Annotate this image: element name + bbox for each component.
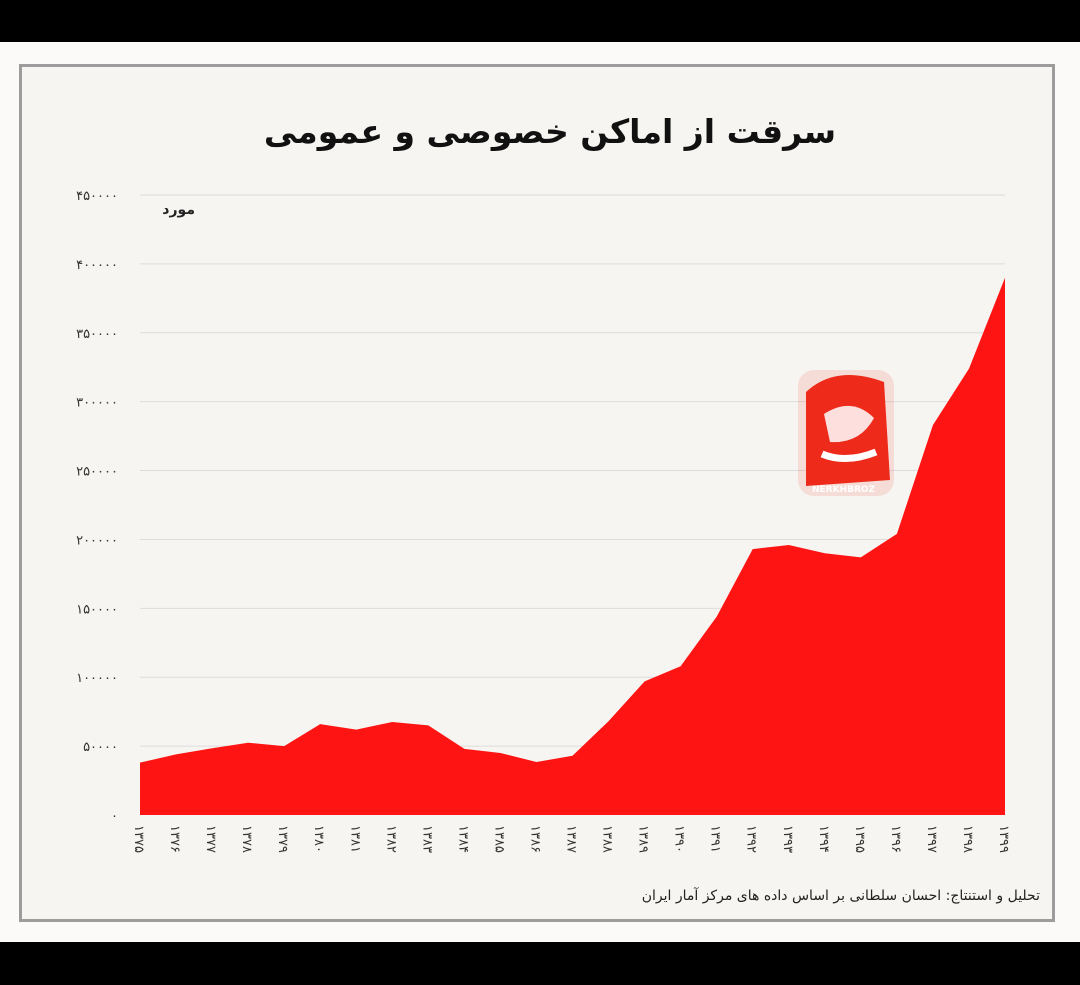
area-layer (140, 277, 1005, 815)
y-tick-label: ۲۵۰۰۰۰ (76, 465, 118, 480)
x-tick-label: ۱۳۹۰ (672, 825, 687, 853)
chart-title: سرقت از اماکن خصوصی و عمومی (263, 112, 837, 151)
y-tick-label: ۵۰۰۰۰ (83, 740, 118, 755)
x-tick-label: ۱۳۷۷ (203, 825, 218, 853)
y-axis-unit-label: مورد (162, 202, 195, 218)
y-tick-label: ۱۵۰۰۰۰ (76, 602, 118, 617)
x-tick-label: ۱۳۹۳ (780, 825, 795, 853)
x-tick-label: ۱۳۷۹ (275, 825, 290, 853)
x-tick-label: ۱۳۹۵ (852, 825, 867, 853)
y-tick-label: ۰ (111, 809, 118, 824)
x-tick-label: ۱۳۸۵ (491, 825, 506, 853)
y-tick-label: ۴۰۰۰۰۰ (76, 258, 118, 273)
source-note: تحلیل و استنتاج: احسان سلطانی بر اساس دا… (641, 888, 1040, 904)
x-tick-label: ۱۳۸۲ (383, 825, 398, 853)
x-tick-label: ۱۳۹۴ (816, 825, 831, 853)
y-tick-label: ۱۰۰۰۰۰ (76, 671, 118, 686)
x-tick-label: ۱۳۹۱ (708, 825, 723, 853)
y-tick-label: ۳۰۰۰۰۰ (76, 396, 118, 411)
x-tick-label: ۱۳۸۱ (347, 825, 362, 853)
svg-text:NERKHBROZ: NERKHBROZ (812, 485, 876, 495)
x-tick-label: ۱۳۸۶ (527, 825, 542, 853)
x-axis-ticks: ۱۳۷۵ ۱۳۷۶ ۱۳۷۷ ۱۳۷۸ ۱۳۷۹ ۱۳۸۰ ۱۳۸۱ ۱۳۸۲ ۱۳۸۳ ۱۳۸۴… (131, 825, 1011, 853)
x-tick-label: ۱۳۹۹ (996, 825, 1011, 853)
nerkhroz-logo: روز NERKHBROZ (766, 370, 894, 496)
x-tick-label: ۱۳۷۵ (131, 825, 146, 853)
x-tick-label: ۱۳۸۳ (419, 825, 434, 853)
x-tick-label: ۱۳۹۲ (744, 825, 759, 853)
svg-text:روز: روز (766, 387, 768, 422)
x-tick-label: ۱۳۹۶ (888, 825, 903, 853)
y-tick-label: ۳۵۰۰۰۰ (76, 327, 118, 342)
x-tick-label: ۱۳۸۸ (600, 825, 615, 853)
x-tick-label: ۱۳۹۷ (924, 825, 939, 853)
x-tick-label: ۱۳۸۴ (455, 825, 470, 853)
x-tick-label: ۱۳۷۶ (167, 825, 182, 853)
x-tick-label: ۱۳۸۷ (564, 825, 579, 853)
x-tick-label: ۱۳۸۰ (311, 825, 326, 853)
area-series (140, 277, 1005, 815)
x-tick-label: ۱۳۷۸ (239, 825, 254, 853)
y-tick-label: ۲۰۰۰۰۰ (76, 533, 118, 548)
y-tick-label: ۴۵۰۰۰۰ (76, 189, 118, 204)
y-axis-ticks: ۰ ۵۰۰۰۰ ۱۰۰۰۰۰ ۱۵۰۰۰۰ ۲۰۰۰۰۰ ۲۵۰۰۰۰ ۳۰۰۰۰۰ ۳۵۰۰… (76, 189, 118, 824)
x-tick-label: ۱۳۹۸ (960, 825, 975, 853)
x-tick-label: ۱۳۸۹ (636, 825, 651, 853)
